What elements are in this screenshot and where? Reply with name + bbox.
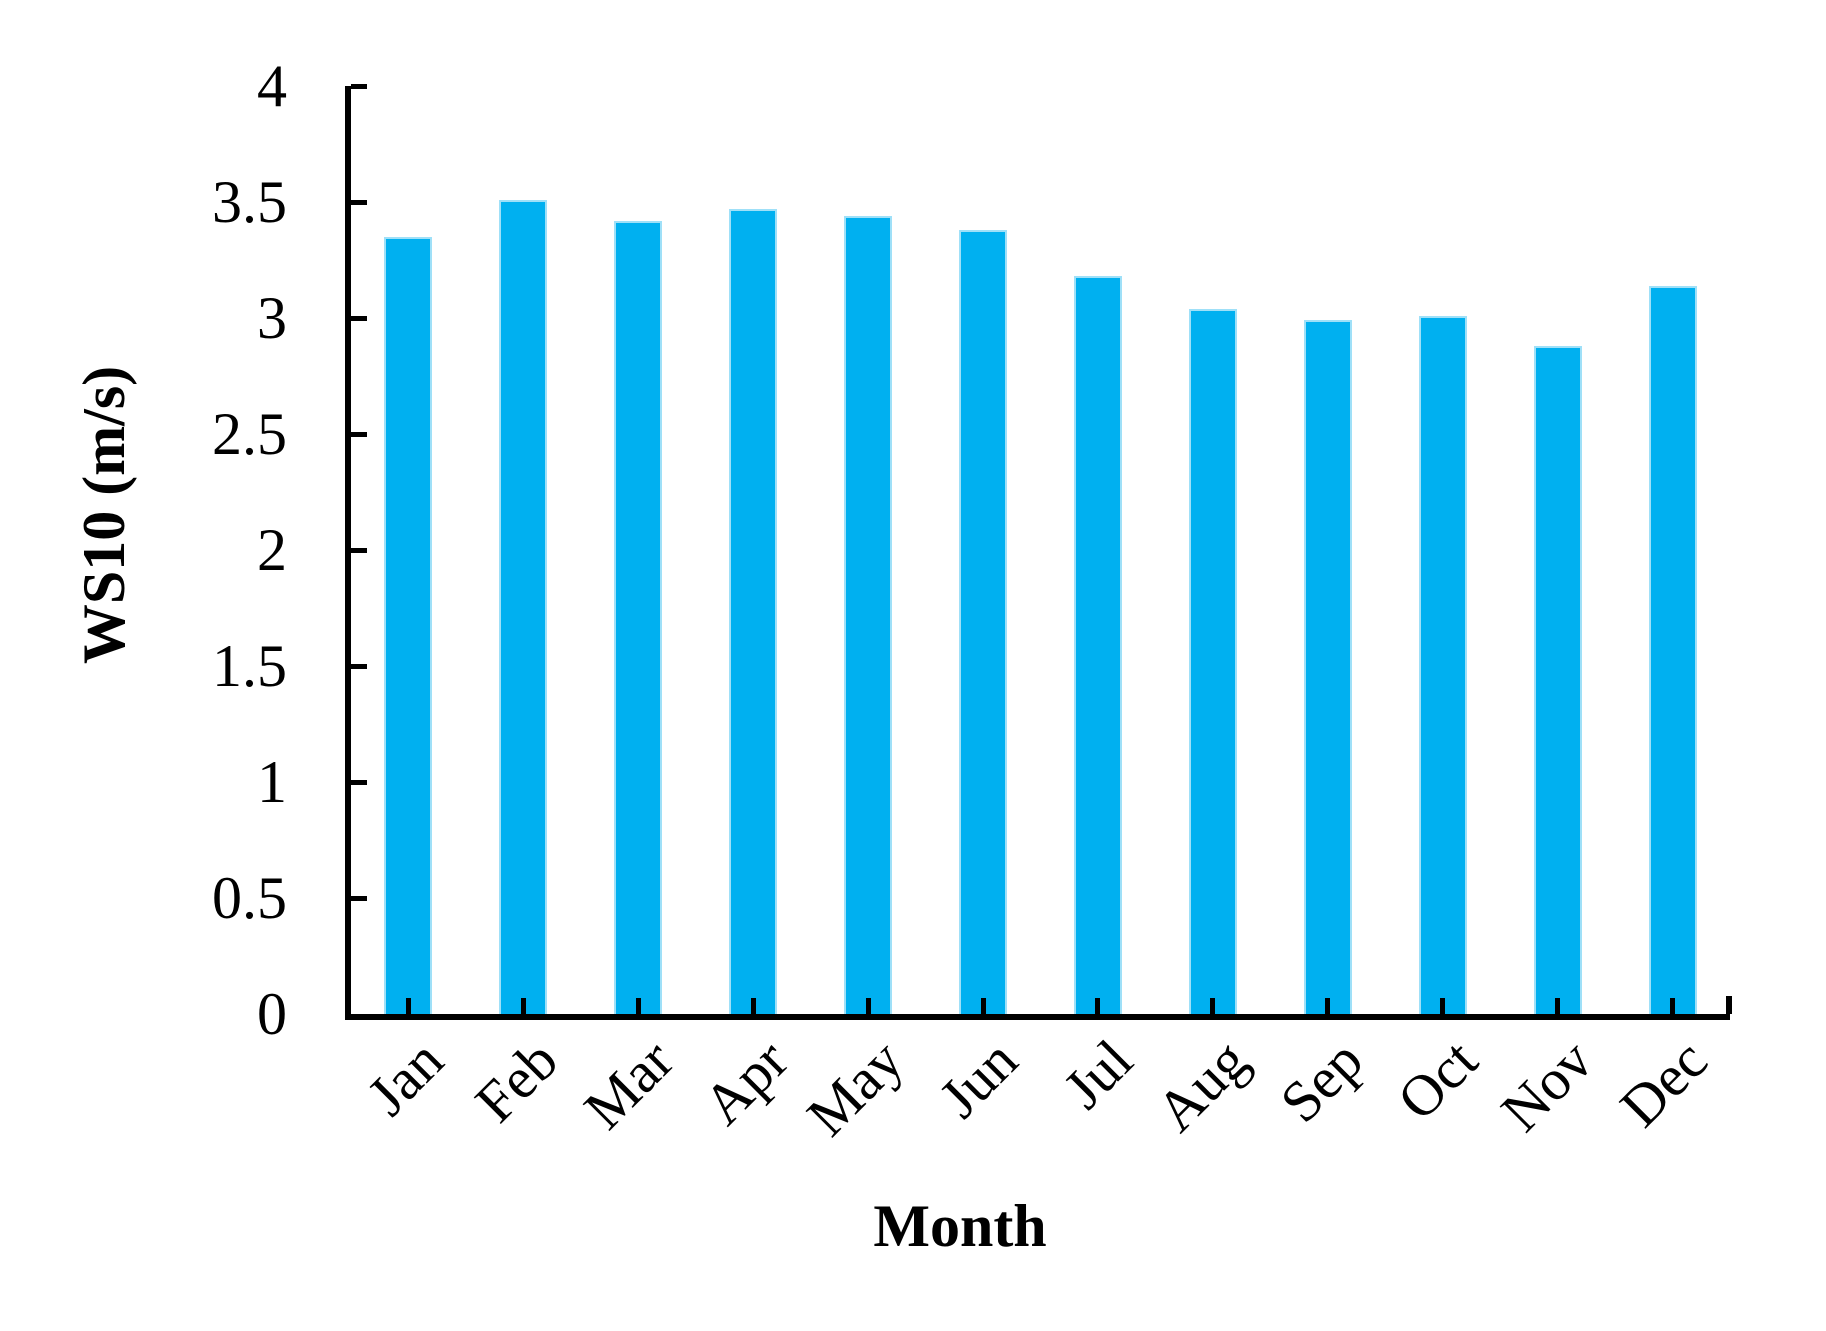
x-tick-may — [865, 998, 871, 1014]
x-tick-label-jul: Jul — [1051, 1027, 1146, 1121]
x-tick-label-nov: Nov — [1488, 1027, 1605, 1144]
bar-jan — [384, 236, 433, 1014]
x-tick-label-mar: Mar — [571, 1027, 686, 1142]
x-tick-sep — [1325, 998, 1331, 1014]
x-tick-jan — [405, 998, 411, 1014]
y-tick-4 — [351, 83, 367, 89]
y-tick-3.5 — [351, 199, 367, 205]
bar-sep — [1303, 320, 1352, 1014]
x-tick-label-may: May — [794, 1027, 916, 1149]
y-tick-label-3: 3 — [257, 285, 287, 351]
x-tick-dec — [1670, 998, 1676, 1014]
x-tick-label-oct: Oct — [1384, 1027, 1490, 1133]
bar-nov — [1533, 345, 1582, 1014]
x-axis-end-tick — [1726, 996, 1732, 1014]
bar-jun — [959, 229, 1008, 1014]
x-tick-feb — [520, 998, 526, 1014]
y-tick-2.5 — [351, 431, 367, 437]
x-tick-label-sep: Sep — [1267, 1027, 1375, 1135]
y-tick-label-0.5: 0.5 — [212, 865, 287, 931]
x-tick-label-apr: Apr — [690, 1027, 801, 1137]
y-tick-label-2.5: 2.5 — [212, 401, 287, 467]
y-tick-label-1.5: 1.5 — [212, 633, 287, 699]
x-tick-nov — [1555, 998, 1561, 1014]
y-tick-label-3.5: 3.5 — [212, 169, 287, 235]
plot-area — [345, 83, 1732, 1020]
y-tick-0.5 — [351, 895, 367, 901]
y-tick-3 — [351, 315, 367, 321]
bar-mar — [614, 220, 663, 1014]
bar-oct — [1418, 315, 1467, 1014]
x-tick-label-dec: Dec — [1607, 1027, 1720, 1140]
x-tick-label-aug: Aug — [1143, 1027, 1261, 1144]
x-tick-aug — [1210, 998, 1216, 1014]
x-tick-apr — [750, 998, 756, 1014]
y-tick-label-1: 1 — [257, 749, 287, 815]
bar-jul — [1073, 276, 1122, 1014]
x-tick-jun — [980, 998, 986, 1014]
y-tick-1.5 — [351, 663, 367, 669]
y-tick-label-4: 4 — [257, 53, 287, 119]
y-tick-label-2: 2 — [257, 517, 287, 583]
x-axis-title: Month — [873, 1193, 1047, 1259]
bar-aug — [1188, 308, 1237, 1014]
bar-may — [844, 215, 893, 1014]
y-axis-title: WS10 (m/s) — [71, 365, 137, 665]
bar-feb — [499, 199, 548, 1014]
x-tick-label-feb: Feb — [463, 1027, 571, 1135]
bar-dec — [1648, 285, 1697, 1014]
bar-apr — [729, 208, 778, 1014]
x-tick-mar — [635, 998, 641, 1014]
x-tick-label-jan: Jan — [354, 1027, 456, 1128]
y-tick-2 — [351, 547, 367, 553]
x-tick-oct — [1440, 998, 1446, 1014]
y-tick-1 — [351, 779, 367, 785]
x-tick-label-jun: Jun — [927, 1027, 1031, 1131]
y-tick-label-0: 0 — [257, 981, 287, 1047]
x-tick-jul — [1095, 998, 1101, 1014]
